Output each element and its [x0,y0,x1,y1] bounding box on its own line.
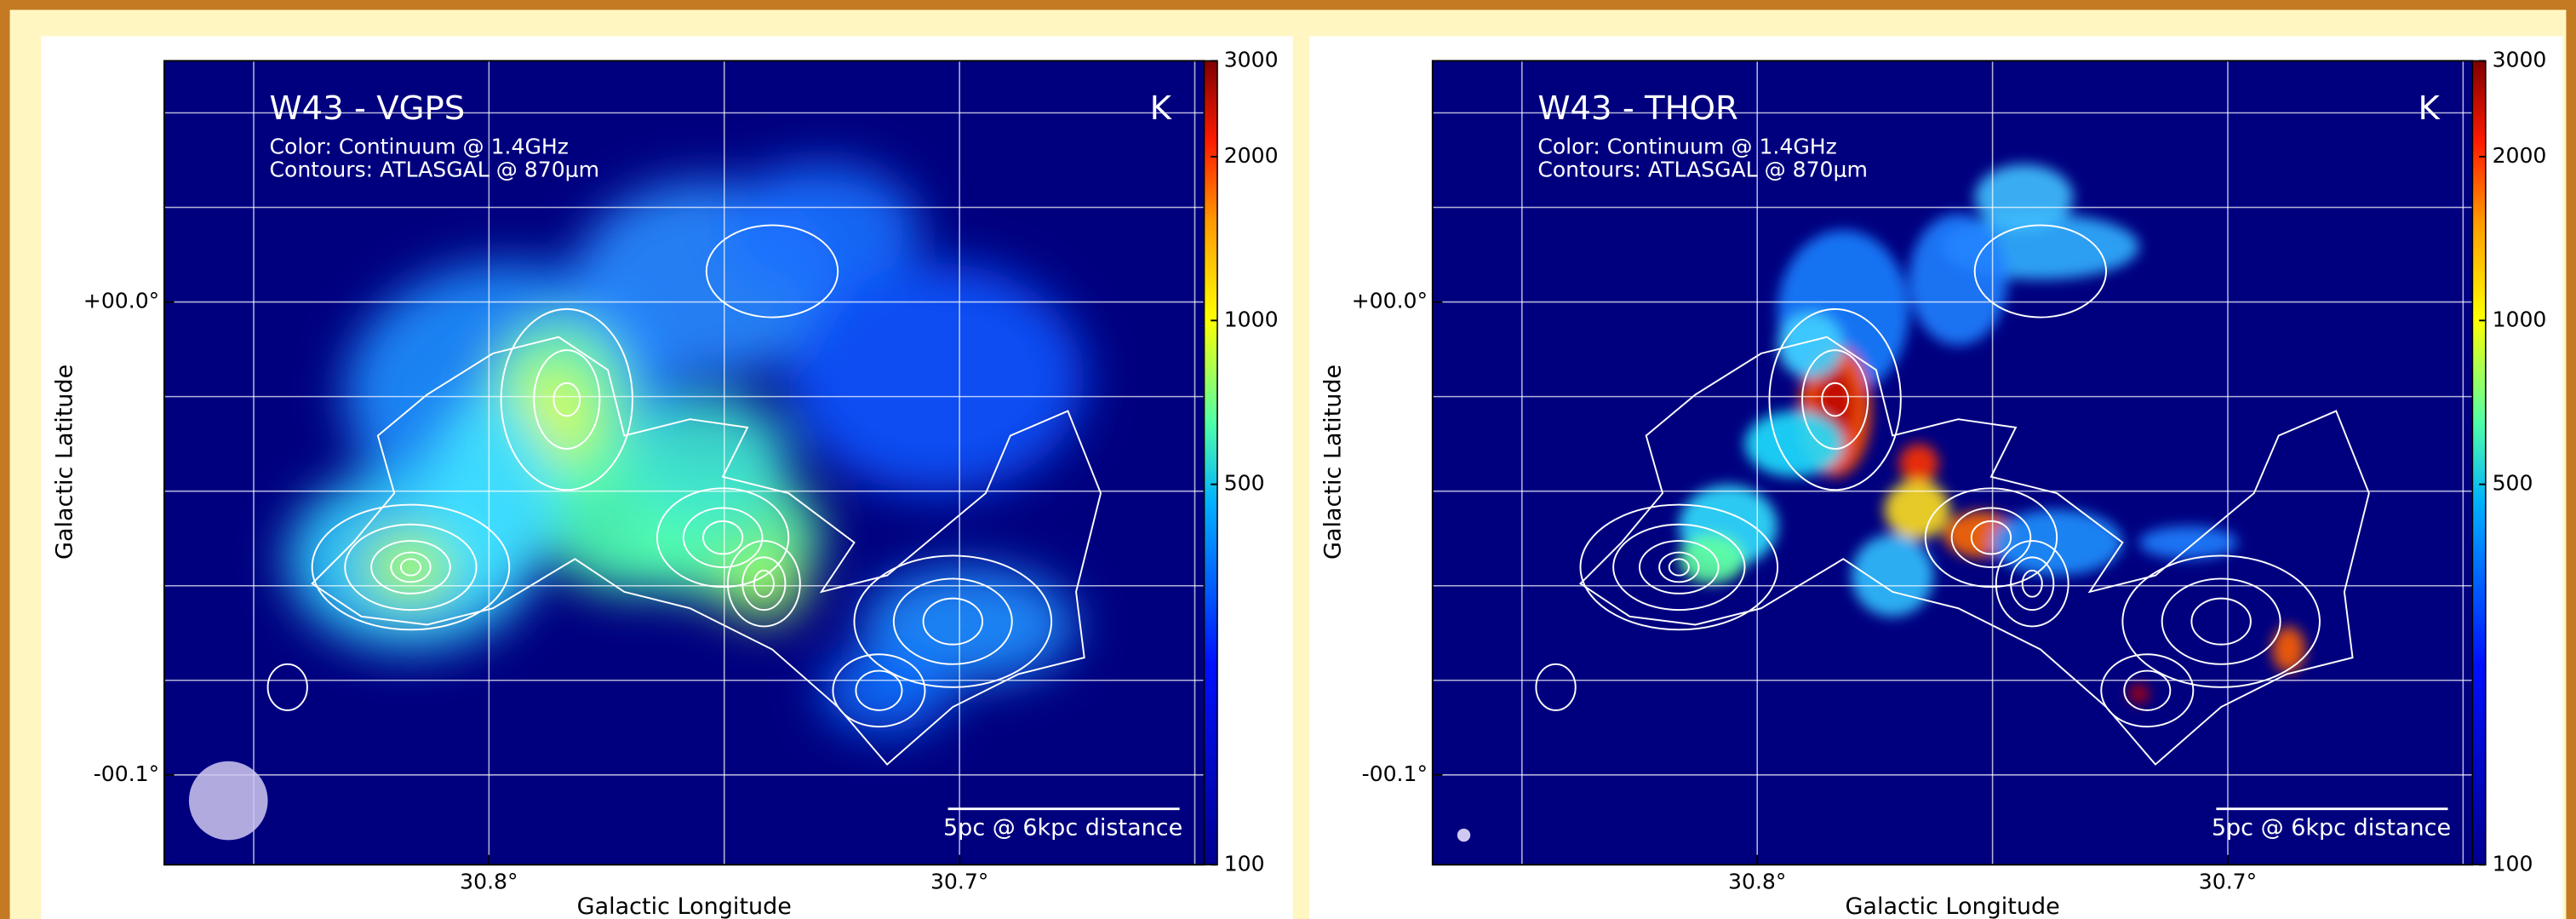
emission-blob [788,263,1084,493]
unit-label: K [2419,89,2441,128]
colorbar-tick-label: 3000 [2493,47,2547,72]
emission-blob [1744,411,1843,477]
colorbar [2472,60,2485,864]
beam [1457,829,1470,841]
y-tick-label: -00.1° [1362,761,1428,786]
colorbar-tick-label: 2000 [2493,143,2547,168]
y-axis-label: Galactic Latitude [1320,365,1347,560]
x-axis-label: Galactic Longitude [577,893,792,919]
x-tick-label: 30.7° [2199,870,2257,894]
x-tick-label: 30.7° [930,870,988,894]
emission-blob [2129,684,2149,704]
x-tick-label: 30.8° [1728,870,1786,894]
x-tick-label: 30.8° [460,870,518,894]
emission-blob [1899,444,1938,483]
figure: 30.8° 30.7° +00.0° -00.1° Galactic Longitude… [0,0,2576,919]
colorbar-tick-label: 100 [2493,851,2533,876]
beam [189,761,268,841]
panel-title: W43 - THOR [1537,89,1738,128]
colorbar-tick-label: 3000 [1224,47,1279,72]
contour-note: Contours: ATLASGAL @ 870μm [1537,158,1868,182]
color-note: Color: Continuum @ 1.4GHz [1537,135,1836,159]
colorbar-tick-label: 100 [1224,851,1265,876]
color-note: Color: Continuum @ 1.4GHz [269,135,568,159]
y-tick-label: +00.0° [1352,289,1428,313]
panel-title: W43 - VGPS [269,89,465,128]
emission-blob [624,394,788,526]
x-axis-label: Galactic Longitude [1845,893,2059,919]
colorbar-tick-label: 2000 [1224,143,1279,168]
colorbar-tick-label: 1000 [2493,307,2547,331]
emission-blob [1852,534,1933,617]
y-tick-label: -00.1° [94,761,159,786]
unit-label: K [1150,89,1173,128]
y-tick-label: +00.0° [83,289,159,313]
contour-note: Contours: ATLASGAL @ 870μm [269,158,599,182]
emission-blob [1975,164,2074,230]
scale-bar-label: 5pc @ 6kpc distance [2212,814,2451,841]
colorbar-tick-label: 1000 [1224,307,1279,331]
page: {"panels": [ {"title": "W43 - VGPS", "co… [0,0,2576,919]
emission-blob [1885,480,1950,539]
y-axis-label: Galactic Latitude [52,365,78,560]
colorbar-tick-label: 500 [2493,471,2533,496]
scale-bar-label: 5pc @ 6kpc distance [943,814,1182,841]
emission-blob [2272,626,2305,672]
colorbar [1205,60,1217,864]
emission-blob [2139,526,2238,560]
colorbar-tick-label: 500 [1224,471,1265,496]
